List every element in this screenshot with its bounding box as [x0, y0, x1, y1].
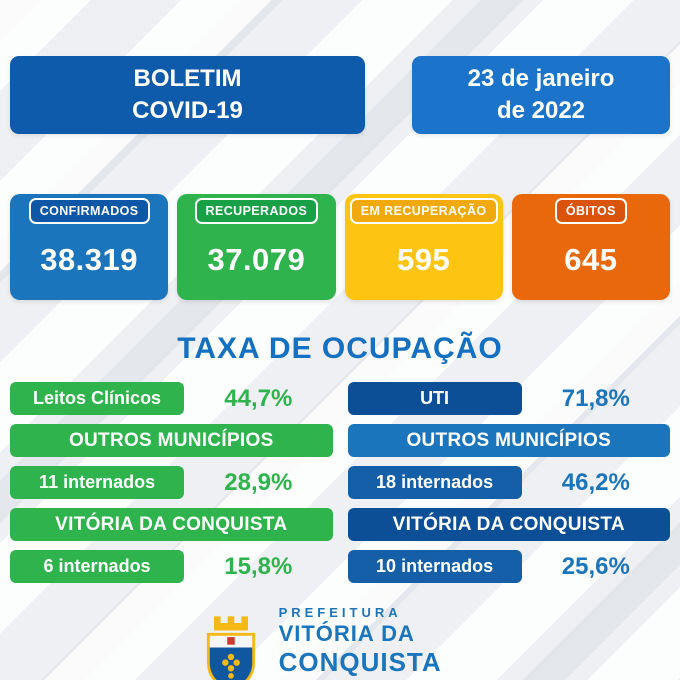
stat-label-confirmados: CONFIRMADOS	[28, 198, 150, 224]
bulletin-title-line1: BOLETIM	[133, 65, 242, 93]
occupancy-value-vdc-internados-uti: 25,6%	[561, 552, 630, 580]
bulletin-date-line1: 23 de janeiro	[467, 65, 615, 93]
stat-value-em-recuperacao: 595	[397, 242, 451, 277]
section-bar-vitoria-da-conquista-clinical: VITÓRIA DA CONQUISTA	[10, 508, 333, 541]
bulletin-title-box: BOLETIM COVID-19	[10, 56, 365, 134]
occupancy-label-uti: UTI	[347, 382, 522, 415]
bulletin-date-box: 23 de janeiro de 2022	[412, 56, 670, 134]
occupancy-column-clinical: Leitos Clínicos 44,7% OUTROS MUNICÍPIOS …	[10, 382, 333, 583]
occupancy-title: TAXA DE OCUPAÇÃO	[177, 332, 503, 365]
stat-label-em-recuperacao: EM RECUPERAÇÃO	[349, 198, 498, 224]
occupancy-row-outros-internados-uti: 18 internados 46,2%	[347, 466, 671, 499]
occupancy-grid: Leitos Clínicos 44,7% OUTROS MUNICÍPIOS …	[0, 382, 680, 583]
occupancy-row-outros-internados-clinical: 11 internados 28,9%	[10, 466, 333, 499]
footer-city-line2: CONQUISTA	[278, 647, 442, 677]
stat-card-recuperados: RECUPERADOS 37.079	[177, 194, 336, 300]
stat-card-obitos: ÓBITOS 645	[511, 194, 670, 300]
bulletin-date-line2: de 2022	[496, 97, 586, 124]
occupancy-value-leitos-clinicos: 44,7%	[224, 384, 293, 412]
stat-label-obitos: ÓBITOS	[554, 198, 627, 224]
city-crest-logo	[206, 615, 255, 680]
stat-card-em-recuperacao: EM RECUPERAÇÃO 595	[344, 194, 503, 300]
occupancy-row-leitos-clinicos: Leitos Clínicos 44,7%	[10, 382, 333, 415]
stat-value-confirmados: 38.319	[40, 242, 139, 277]
occupancy-column-uti: UTI 71,8% OUTROS MUNICÍPIOS 18 internado…	[347, 382, 671, 583]
section-bar-outros-municipios-clinical: OUTROS MUNICÍPIOS	[10, 424, 333, 457]
occupancy-row-vdc-internados-uti: 10 internados 25,6%	[347, 550, 671, 583]
header-row: BOLETIM COVID-19 23 de janeiro de 2022	[0, 0, 680, 134]
occupancy-label-outros-internados-clinical: 11 internados	[10, 466, 185, 499]
occupancy-row-uti: UTI 71,8%	[347, 382, 671, 415]
occupancy-value-uti: 71,8%	[561, 384, 630, 412]
section-bar-outros-municipios-uti: OUTROS MUNICÍPIOS	[347, 424, 670, 457]
footer-city-line1: VITÓRIA DA	[278, 621, 415, 646]
bulletin-title-line2: COVID-19	[132, 97, 243, 124]
occupancy-label-outros-internados-uti: 18 internados	[347, 466, 522, 499]
stats-row: CONFIRMADOS 38.319 RECUPERADOS 37.079 EM…	[0, 194, 680, 300]
footer-prefeitura: PREFEITURA	[278, 605, 402, 620]
stat-value-recuperados: 37.079	[207, 242, 306, 277]
footer-text-block: PREFEITURA VITÓRIA DA CONQUISTA GOVERNO …	[279, 605, 484, 680]
section-bar-vitoria-da-conquista-uti: VITÓRIA DA CONQUISTA	[347, 508, 670, 541]
occupancy-label-vdc-internados-clinical: 6 internados	[10, 550, 185, 583]
stat-card-confirmados: CONFIRMADOS 38.319	[10, 194, 169, 300]
stat-label-recuperados: RECUPERADOS	[194, 198, 319, 224]
stat-value-obitos: 645	[564, 242, 618, 277]
occupancy-value-outros-internados-clinical: 28,9%	[224, 468, 293, 496]
occupancy-value-vdc-internados-clinical: 15,8%	[224, 552, 293, 580]
footer: PREFEITURA VITÓRIA DA CONQUISTA GOVERNO …	[0, 605, 680, 680]
occupancy-label-vdc-internados-uti: 10 internados	[347, 550, 522, 583]
occupancy-value-outros-internados-uti: 46,2%	[561, 468, 630, 496]
occupancy-label-leitos-clinicos: Leitos Clínicos	[10, 382, 185, 415]
occupancy-row-vdc-internados-clinical: 6 internados 15,8%	[10, 550, 333, 583]
